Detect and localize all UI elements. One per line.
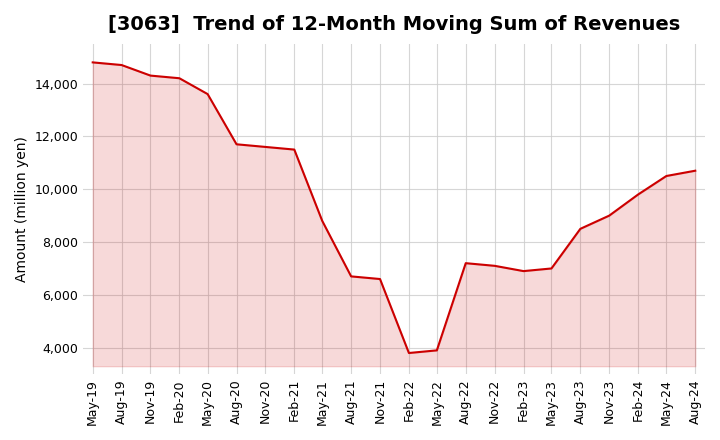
Title: [3063]  Trend of 12-Month Moving Sum of Revenues: [3063] Trend of 12-Month Moving Sum of R… [108,15,680,34]
Y-axis label: Amount (million yen): Amount (million yen) [15,136,29,282]
